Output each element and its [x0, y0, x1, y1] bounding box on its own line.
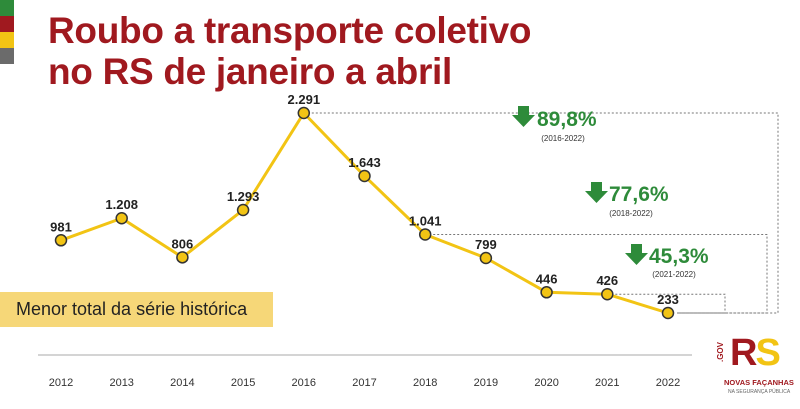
bracket-1	[433, 233, 768, 314]
logo-tagline: NOVAS FAÇANHAS	[724, 378, 794, 387]
brand-stripe-red	[0, 16, 14, 32]
logo-subtagline: NA SEGURANÇA PÚBLICA	[728, 389, 791, 395]
rs-gov-logo: .GOV RS NOVAS FAÇANHAS NA SEGURANÇA PÚBL…	[716, 332, 800, 408]
down-arrow-icon	[512, 106, 535, 127]
percent-annotations: 89,8% (2016-2022) 77,6% (2018-2022) 45,3% (20…	[512, 106, 709, 279]
annotation-value-2: 45,3%	[649, 245, 709, 268]
logo-rs-mark: RS	[730, 332, 781, 375]
value-label-2021: 426	[596, 273, 618, 288]
x-tick-2016: 2016	[292, 377, 316, 389]
annotation-period-0: (2016-2022)	[541, 134, 585, 143]
data-point-2018	[418, 228, 432, 241]
data-point-2013	[115, 211, 128, 225]
x-tick-2014: 2014	[170, 377, 194, 389]
data-point-2020	[540, 286, 553, 299]
x-tick-2021: 2021	[595, 377, 619, 389]
data-point-2015	[236, 203, 250, 217]
brand-stripe-yellow	[0, 32, 14, 48]
data-point-2019	[479, 251, 493, 265]
data-markers	[54, 106, 675, 320]
x-tick-2017: 2017	[352, 377, 376, 389]
annotation-period-1: (2018-2022)	[609, 209, 653, 218]
brand-stripe-green	[0, 0, 14, 16]
chart-title: Roubo a transporte coletivo no RS de jan…	[48, 10, 532, 92]
annotation-value-0: 89,8%	[537, 108, 597, 131]
down-arrow-icon	[585, 182, 608, 203]
value-label-2018: 1.041	[409, 213, 442, 228]
x-tick-2015: 2015	[231, 377, 255, 389]
data-point-2021	[601, 287, 614, 301]
logo-rs-letter-r: R	[730, 332, 757, 374]
data-point-2012	[54, 234, 68, 247]
x-tick-2019: 2019	[474, 377, 498, 389]
series-line	[60, 111, 669, 315]
x-tick-2022: 2022	[656, 377, 680, 389]
value-label-2016: 2.291	[288, 92, 321, 107]
data-point-2022	[661, 306, 675, 320]
annotation-0: 89,8% (2016-2022)	[512, 106, 597, 143]
x-tick-labels: 2012 2013 2014 2015 2016 2017 2018 2019 2020 2021…	[49, 377, 680, 389]
bracket-0	[311, 112, 779, 314]
value-label-2014: 806	[172, 236, 194, 251]
value-label-2015: 1.293	[227, 189, 260, 204]
annotation-2: 45,3% (2021-2022)	[625, 244, 709, 279]
data-value-labels: 981 1.208 806 1.293 2.291 1.643 1.041 799 446 426…	[50, 92, 679, 307]
logo-gov-text: .GOV	[716, 342, 725, 363]
value-label-2019: 799	[475, 237, 497, 252]
value-label-2022: 233	[657, 292, 679, 307]
value-label-2012: 981	[50, 219, 72, 234]
chart-title-line2: no RS de janeiro a abril	[48, 51, 453, 92]
brand-stripe-gray	[0, 48, 14, 64]
x-tick-2013: 2013	[109, 377, 133, 389]
x-tick-2012: 2012	[49, 377, 73, 389]
annotation-period-2: (2021-2022)	[652, 270, 696, 279]
lowest-total-callout: Menor total da série histórica	[0, 292, 273, 327]
x-tick-2018: 2018	[413, 377, 437, 389]
chart-title-line1: Roubo a transporte coletivo	[48, 10, 532, 51]
value-label-2013: 1.208	[105, 197, 138, 212]
data-point-2016	[297, 106, 311, 120]
data-point-2017	[358, 169, 371, 183]
logo-rs-letter-s: S	[755, 332, 780, 374]
x-tick-2020: 2020	[534, 377, 558, 389]
series-polyline	[60, 111, 669, 315]
annotation-value-1: 77,6%	[609, 183, 669, 206]
data-point-2014	[176, 251, 189, 264]
bracket-2	[615, 293, 726, 314]
value-label-2017: 1.643	[348, 155, 381, 170]
comparison-brackets	[311, 112, 779, 314]
annotation-1: 77,6% (2018-2022)	[585, 182, 669, 218]
value-label-2020: 446	[536, 271, 558, 286]
down-arrow-icon	[625, 244, 648, 265]
